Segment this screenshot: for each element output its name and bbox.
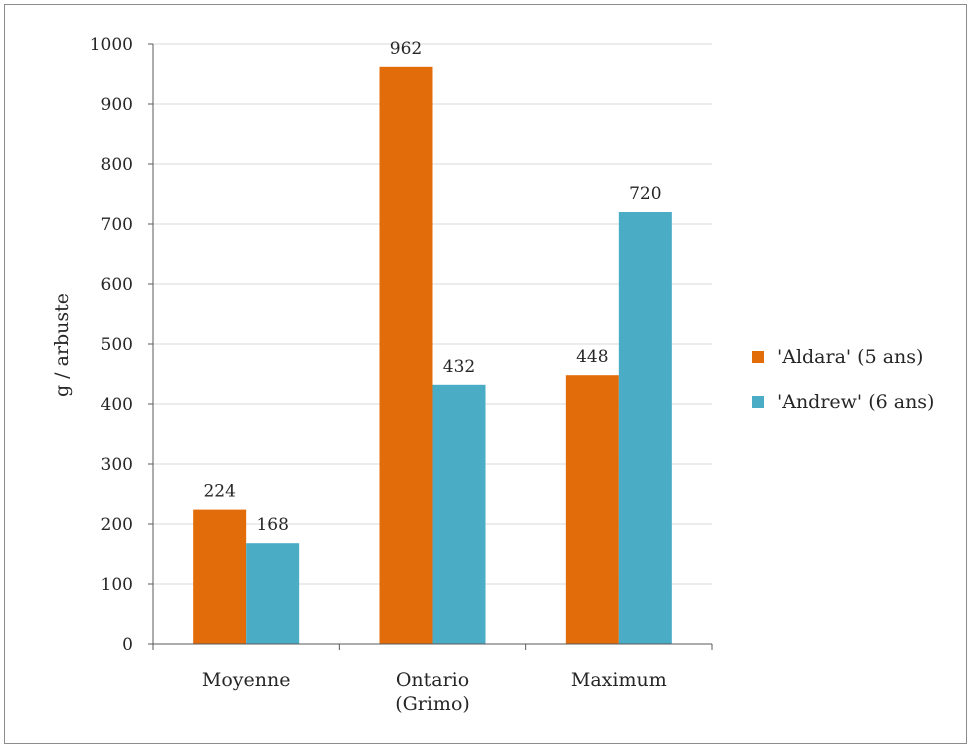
data-label: 962 (390, 39, 422, 59)
y-tick-label: 0 (122, 635, 133, 655)
data-label: 224 (203, 482, 235, 502)
data-label: 432 (443, 357, 475, 377)
bar (193, 509, 247, 644)
y-axis-title: g / arbuste (51, 293, 73, 397)
data-label: 448 (576, 347, 608, 367)
bar (618, 212, 672, 644)
y-tick-label: 1000 (90, 35, 133, 55)
y-tick-label: 900 (101, 95, 133, 115)
legend-swatch (752, 396, 764, 408)
bar (246, 543, 300, 644)
bar (432, 384, 486, 644)
y-tick-label: 600 (101, 275, 133, 295)
legend-swatch (752, 351, 764, 363)
data-label: 720 (629, 184, 661, 204)
legend-entry: 'Aldara' (5 ans) (777, 346, 923, 368)
legend-entry: 'Andrew' (6 ans) (777, 391, 934, 413)
bar (565, 375, 619, 644)
y-tick-label: 700 (101, 215, 133, 235)
bar (379, 66, 433, 645)
x-category-label: Moyenne (202, 669, 291, 691)
y-tick-label: 300 (101, 455, 133, 475)
x-category-label: (Grimo) (395, 693, 470, 715)
y-tick-label: 100 (101, 575, 133, 595)
x-category-label: Maximum (571, 669, 667, 691)
legend: 'Aldara' (5 ans) 'Andrew' (6 ans) (752, 346, 934, 413)
x-category-label: Ontario (396, 669, 469, 691)
y-tick-label: 500 (101, 335, 133, 355)
y-tick-label: 400 (101, 395, 133, 415)
data-label: 168 (256, 515, 288, 535)
y-tick-label: 200 (101, 515, 133, 535)
bars (193, 66, 672, 645)
data-labels: 224 168 962 432 448 720 (203, 39, 661, 535)
y-tick-label: 800 (101, 155, 133, 175)
axes: 0 100 200 300 400 500 600 700 800 900 1000 Moyenne O… (90, 35, 713, 715)
